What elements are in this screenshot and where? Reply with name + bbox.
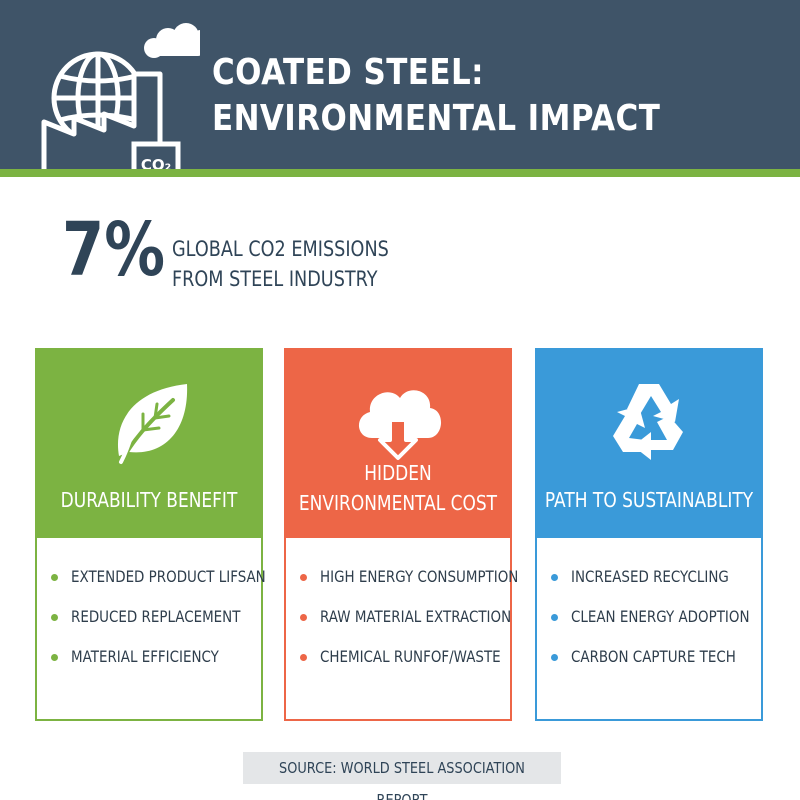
bullet-dot <box>551 614 558 621</box>
list-item: REDUCED REPLACEMENT <box>51 602 261 642</box>
card-list: INCREASED RECYCLING CLEAN ENERGY ADOPTIO… <box>551 562 761 682</box>
bullet-dot <box>51 614 58 621</box>
card-durability-benefit: DURABILITY BENEFIT EXTENDED PRODUCT LIFS… <box>35 348 266 721</box>
recycle-icon <box>613 384 683 460</box>
bullet-dot <box>551 574 558 581</box>
list-item: HIGH ENERGY CONSUMPTION <box>300 562 518 602</box>
source-text: SOURCE: WORLD STEEL ASSOCIATION REPORT <box>279 759 525 800</box>
card-list: EXTENDED PRODUCT LIFSAN REDUCED REPLACEM… <box>51 562 266 682</box>
source-footer: SOURCE: WORLD STEEL ASSOCIATION REPORT <box>243 752 561 800</box>
bullet-dot <box>300 614 307 621</box>
factory-globe-icon: CO₂ <box>41 23 200 182</box>
card-header: PATH TO SUSTAINABLITY <box>535 348 763 538</box>
card-list: HIGH ENERGY CONSUMPTION RAW MATERIAL EXT… <box>300 562 518 682</box>
card-header: HIDDEN ENVIRONMENTAL COST <box>284 348 512 538</box>
list-item: RAW MATERIAL EXTRACTION <box>300 602 511 642</box>
card-hidden-environmental-cost: HIDDEN ENVIRONMENTAL COST HIGH ENERGY CO… <box>284 348 518 721</box>
list-item: CARBON CAPTURE TECH <box>551 642 761 682</box>
list-item: CHEMICAL RUNFOF/WASTE <box>300 642 510 682</box>
card-title: DURABILITY BENEFIT <box>60 488 238 512</box>
bullet-dot <box>51 654 58 661</box>
card-header: DURABILITY BENEFIT <box>35 348 263 538</box>
header-accent-stripe <box>0 169 800 177</box>
card-title: HIDDEN ENVIRONMENTAL COST <box>298 461 498 515</box>
card-path-to-sustainability: PATH TO SUSTAINABLITY INCREASED RECYCLIN… <box>535 348 763 721</box>
bullet-dot <box>551 654 558 661</box>
stat-value: 7% <box>62 207 166 293</box>
stat-label: GLOBAL CO2 EMISSIONS FROM STEEL INDUSTRY <box>172 237 389 291</box>
list-item: CLEAN ENERGY ADOPTION <box>551 602 761 642</box>
page-title: COATED STEEL: ENVIRONMENTAL IMPACT <box>212 52 661 139</box>
list-item: EXTENDED PRODUCT LIFSAN <box>51 562 266 602</box>
cloud-download-icon <box>358 390 442 460</box>
list-item: MATERIAL EFFICIENCY <box>51 642 261 682</box>
list-item: INCREASED RECYCLING <box>551 562 761 602</box>
bullet-dot <box>51 574 58 581</box>
bullet-dot <box>300 654 307 661</box>
bullet-dot <box>300 574 307 581</box>
card-title: PATH TO SUSTAINABLITY <box>544 488 754 512</box>
leaf-icon <box>117 384 188 464</box>
header-banner: CO₂ COATED STEEL: ENVIRONMENTAL IMPACT <box>0 0 800 182</box>
